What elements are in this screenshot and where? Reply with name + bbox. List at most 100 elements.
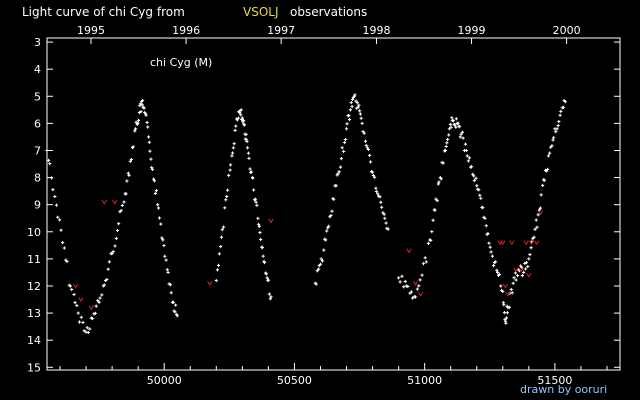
visual-estimate [120,203,124,208]
visual-estimate [458,135,462,139]
visual-estimate [538,206,542,210]
visual-estimate [512,276,516,280]
y-tick-label: 5 [34,90,41,103]
visual-estimate [502,303,506,307]
upper-limit-mark [78,297,84,303]
visual-estimate [373,175,377,179]
visual-estimate [93,311,97,315]
visual-estimate [257,222,261,227]
visual-estimate [125,179,129,183]
visual-estimate [124,192,128,196]
visual-estimate [515,274,520,278]
visual-estimate [431,218,435,222]
visual-estimate [398,280,402,284]
y-tick-label: 11 [27,253,41,266]
visual-estimate [165,268,169,272]
visual-estimate [541,183,545,188]
visual-estimate [462,148,467,153]
visual-estimate [447,127,452,131]
visual-estimate [523,267,528,271]
visual-estimate [264,272,268,276]
visual-estimate [117,222,121,226]
visual-estimate [328,215,332,219]
visual-estimate [472,174,476,178]
visual-estimate [136,121,140,125]
visual-estimate [72,292,76,297]
visual-estimate [221,225,226,229]
visual-estimate [385,226,389,230]
visual-estimate [514,278,518,282]
visual-estimate [166,270,170,275]
visual-estimate [477,188,481,192]
visual-estimate [535,225,539,229]
visual-estimate [327,224,331,228]
visual-estimate [159,222,163,226]
visual-estimate [225,194,229,199]
y-tick-label: 14 [27,334,41,347]
visual-estimate [140,102,144,106]
visual-estimate [351,95,355,100]
visual-estimate [365,146,369,150]
upper-limit-mark [88,305,94,311]
visual-estimate [239,108,243,112]
visual-estimate [450,116,454,120]
visual-estimate [244,132,248,137]
visual-estimate [86,330,90,335]
visual-estimate [457,124,461,128]
visual-estimate [156,206,161,210]
visual-estimate [362,131,366,135]
visual-estimate [429,238,433,242]
visual-estimate [107,260,111,264]
visual-estimate [467,156,472,160]
visual-estimate [144,113,148,117]
visual-estimate [145,120,149,125]
visual-estimate [140,98,145,103]
visual-estimate [537,208,541,212]
visual-estimate [332,197,336,201]
visual-estimate [336,172,340,176]
year-axis: 1995 1996 1997 1998 1999 2000 [77,24,581,44]
visual-estimate [235,118,239,122]
visual-estimate [437,180,441,184]
visual-estimate [355,101,359,105]
visual-estimate [436,182,440,186]
visual-estimate [554,130,558,134]
visual-estimate [50,176,54,180]
visual-estimate [149,157,153,161]
upper-limit-mark [509,240,515,246]
visual-estimate [146,125,150,129]
visual-estimate [89,316,93,320]
visual-estimate [505,304,509,308]
visual-estimate [555,127,559,131]
visual-estimate [556,124,560,128]
visual-estimate [114,236,118,241]
visual-estimate [378,195,382,199]
visual-estimate [486,231,490,236]
visual-estimate [402,285,406,289]
visual-estimate [424,260,428,264]
visual-estimate [550,144,554,148]
visual-estimate [75,303,79,308]
visual-estimate [488,245,492,249]
visual-estimate [487,241,491,245]
x-axis: 50000 50500 51000 51500 [59,363,608,387]
visual-estimate [156,203,160,207]
visual-estimate [511,281,515,285]
visual-estimate [382,212,386,216]
visual-estimate [262,260,267,265]
visual-estimate [127,173,131,178]
visual-estimate [314,282,318,286]
visual-estimate [174,303,178,307]
visual-estimate [154,189,158,193]
visual-estimate [215,268,220,272]
visual-estimate [111,249,115,254]
visual-estimate [400,274,404,278]
visual-estimate [340,146,344,150]
visual-estimate [439,177,443,181]
visual-estimate [70,287,74,292]
visual-estimate [133,127,138,131]
visual-estimate [259,237,263,242]
upper-limit-mark [528,240,535,246]
visual-estimate [232,142,236,146]
visual-estimate [358,109,362,113]
